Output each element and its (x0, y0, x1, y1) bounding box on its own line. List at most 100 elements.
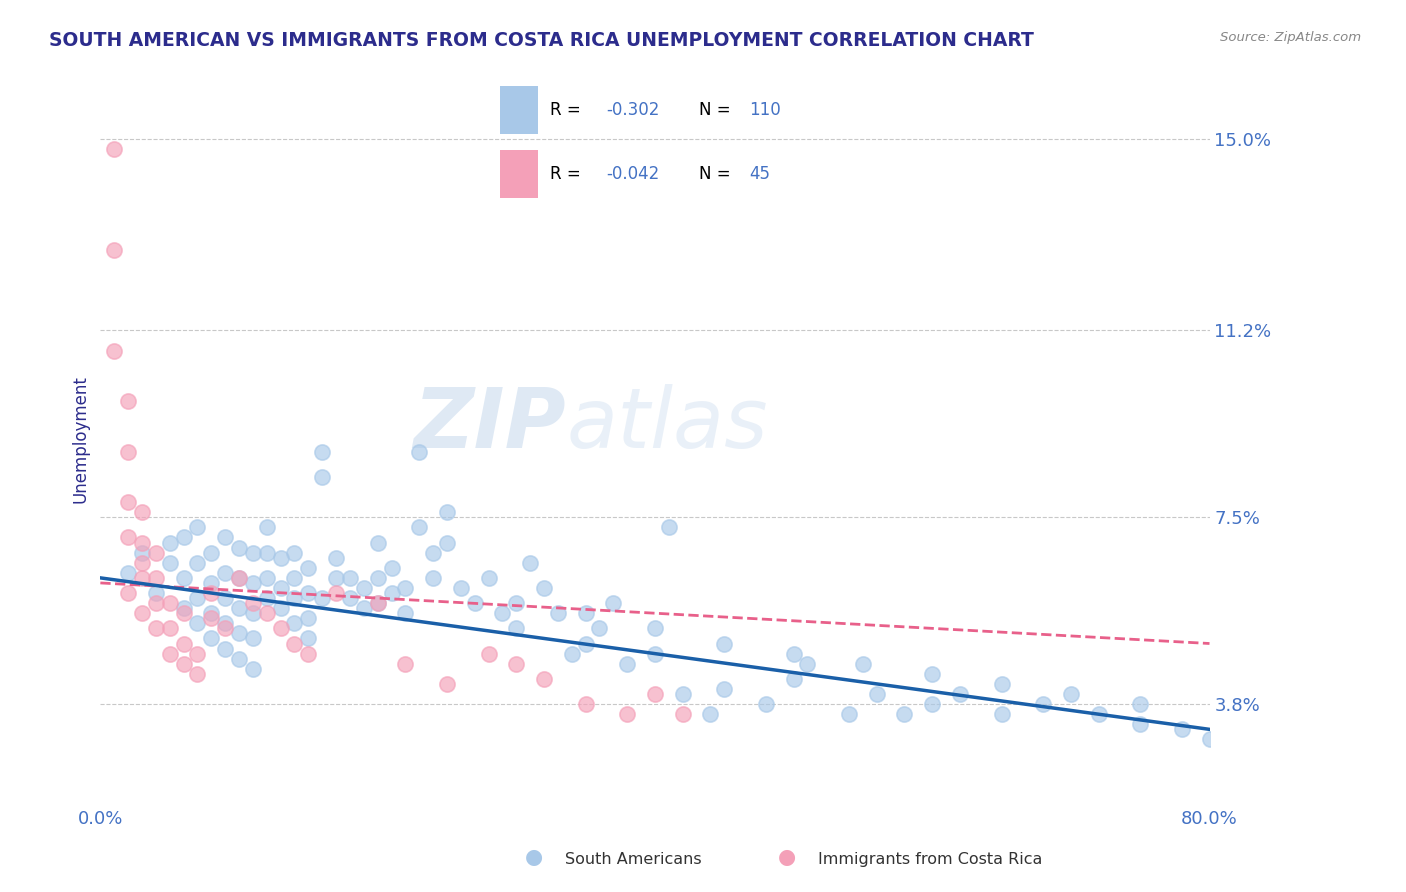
Point (990, 707, 1012, 722)
Point (838, 707, 860, 722)
Point (256, 520, 278, 534)
Point (159, 556, 181, 570)
Point (297, 632, 319, 646)
Point (242, 606, 264, 620)
Point (186, 666, 208, 681)
Point (339, 591, 361, 605)
Point (921, 666, 943, 681)
Text: ZIP: ZIP (413, 384, 567, 465)
Point (283, 546, 305, 560)
Point (547, 606, 569, 620)
Point (283, 591, 305, 605)
Point (699, 707, 721, 722)
Point (228, 651, 250, 665)
Point (367, 535, 389, 549)
Point (117, 444, 139, 458)
Point (616, 707, 638, 722)
Point (270, 581, 292, 595)
Point (325, 571, 347, 585)
Point (408, 520, 430, 534)
Point (505, 621, 527, 635)
Point (283, 636, 305, 650)
Point (186, 647, 208, 661)
Point (1087, 707, 1109, 722)
Point (1171, 723, 1194, 737)
Point (367, 596, 389, 610)
Point (394, 581, 416, 595)
Point (228, 541, 250, 555)
Point (311, 444, 333, 458)
Point (561, 647, 583, 661)
Point (283, 571, 305, 585)
Point (519, 556, 541, 570)
Point (159, 621, 181, 635)
Point (214, 616, 236, 631)
Point (394, 657, 416, 671)
Point (575, 697, 598, 711)
Point (242, 546, 264, 560)
Point (214, 566, 236, 580)
Point (866, 687, 889, 701)
Point (353, 581, 375, 595)
Point (173, 636, 195, 650)
Y-axis label: Unemployment: Unemployment (72, 376, 89, 503)
Text: atlas: atlas (567, 384, 768, 465)
Point (214, 621, 236, 635)
Point (186, 556, 208, 570)
Point (131, 535, 153, 549)
Point (117, 566, 139, 580)
Point (117, 394, 139, 409)
Point (145, 546, 167, 560)
Point (256, 546, 278, 560)
Text: Immigrants from Costa Rica: Immigrants from Costa Rica (818, 852, 1043, 867)
Text: South Americans: South Americans (565, 852, 702, 867)
Point (311, 470, 333, 484)
Point (173, 606, 195, 620)
Point (782, 647, 804, 661)
Point (575, 606, 598, 620)
Point (852, 657, 875, 671)
Point (464, 596, 486, 610)
Point (713, 681, 735, 696)
Point (242, 576, 264, 591)
Point (782, 672, 804, 686)
Point (117, 495, 139, 509)
Point (796, 657, 818, 671)
Point (173, 601, 195, 615)
Point (893, 707, 915, 722)
Point (297, 647, 319, 661)
Point (297, 611, 319, 625)
Point (408, 444, 430, 458)
Point (616, 657, 638, 671)
Point (533, 581, 555, 595)
Point (186, 591, 208, 605)
Point (159, 535, 181, 549)
Point (422, 571, 444, 585)
Point (214, 591, 236, 605)
Point (505, 596, 527, 610)
Point (228, 601, 250, 615)
Point (256, 606, 278, 620)
Point (145, 586, 167, 600)
Point (200, 632, 222, 646)
Point (242, 632, 264, 646)
Point (228, 571, 250, 585)
Point (145, 596, 167, 610)
Point (242, 596, 264, 610)
Point (200, 586, 222, 600)
Point (117, 586, 139, 600)
Point (644, 687, 666, 701)
Point (755, 697, 778, 711)
Point (1129, 697, 1152, 711)
Point (173, 531, 195, 545)
Text: SOUTH AMERICAN VS IMMIGRANTS FROM COSTA RICA UNEMPLOYMENT CORRELATION CHART: SOUTH AMERICAN VS IMMIGRANTS FROM COSTA … (49, 31, 1033, 50)
Point (228, 626, 250, 640)
Point (173, 657, 195, 671)
Point (200, 576, 222, 591)
Point (270, 550, 292, 565)
Point (325, 550, 347, 565)
Point (311, 591, 333, 605)
Point (200, 611, 222, 625)
Point (283, 616, 305, 631)
Point (477, 647, 499, 661)
